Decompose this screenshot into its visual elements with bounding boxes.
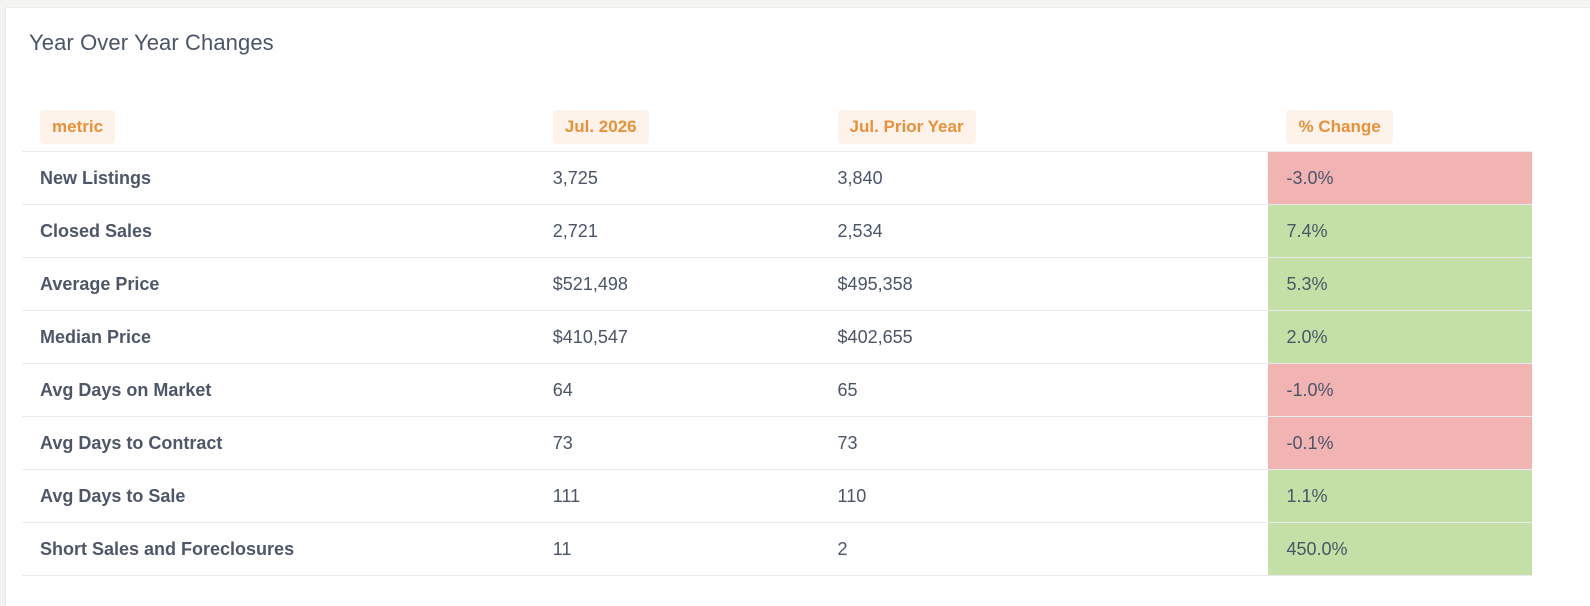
prior-value-cell: 110 xyxy=(837,485,867,506)
header-label-current: Jul. 2026 xyxy=(552,110,649,144)
column-header-prior[interactable]: Jul. Prior Year xyxy=(820,103,1269,152)
metric-cell: Closed Sales xyxy=(40,220,153,241)
prior-value-cell: 65 xyxy=(837,379,858,400)
table-row: Average Price $521,498 $495,358 5.3% xyxy=(22,257,1532,311)
current-value-cell: 2,721 xyxy=(552,220,598,241)
current-value-cell: $521,498 xyxy=(552,273,628,294)
current-value-cell: $410,547 xyxy=(552,326,628,347)
metric-cell: Avg Days to Contract xyxy=(40,432,223,453)
change-cell: 7.4% xyxy=(1268,204,1532,258)
prior-value-cell: 73 xyxy=(837,432,858,453)
change-cell: -1.0% xyxy=(1268,363,1532,417)
metric-cell: Avg Days on Market xyxy=(40,379,212,400)
table-row: Avg Days on Market 64 65 -1.0% xyxy=(22,363,1532,417)
prior-value-cell: 2 xyxy=(837,538,848,559)
prior-value-cell: 3,840 xyxy=(837,167,883,188)
metric-cell: Short Sales and Foreclosures xyxy=(40,538,295,559)
table-row: Median Price $410,547 $402,655 2.0% xyxy=(22,310,1532,364)
column-header-metric[interactable]: metric xyxy=(22,103,535,152)
prior-value-cell: 2,534 xyxy=(837,220,883,241)
prior-value-cell: $402,655 xyxy=(837,326,913,347)
table-header-row: metric Jul. 2026 Jul. Prior Year % Chang… xyxy=(22,103,1532,152)
change-cell: 5.3% xyxy=(1268,257,1532,311)
metric-cell: Median Price xyxy=(40,326,152,347)
year-over-year-panel: Year Over Year Changes metric Jul. 2026 … xyxy=(5,7,1590,606)
current-value-cell: 64 xyxy=(552,379,573,400)
metric-cell: Average Price xyxy=(40,273,160,294)
metric-cell: Avg Days to Sale xyxy=(40,485,186,506)
table-row: Avg Days to Sale 111 110 1.1% xyxy=(22,469,1532,523)
table-row: Short Sales and Foreclosures 11 2 450.0% xyxy=(22,522,1532,576)
prior-value-cell: $495,358 xyxy=(837,273,913,294)
change-cell: -0.1% xyxy=(1268,416,1532,470)
current-value-cell: 11 xyxy=(552,538,572,559)
metric-cell: New Listings xyxy=(40,167,152,188)
table-row: Closed Sales 2,721 2,534 7.4% xyxy=(22,204,1532,258)
change-cell: 2.0% xyxy=(1268,310,1532,364)
current-value-cell: 111 xyxy=(552,485,581,506)
table-row: Avg Days to Contract 73 73 -0.1% xyxy=(22,416,1532,470)
yoy-table-container: metric Jul. 2026 Jul. Prior Year % Chang… xyxy=(22,103,1532,576)
column-header-current[interactable]: Jul. 2026 xyxy=(535,103,820,152)
column-header-change[interactable]: % Change xyxy=(1268,103,1532,152)
change-cell: 1.1% xyxy=(1268,469,1532,523)
table-row: New Listings 3,725 3,840 -3.0% xyxy=(22,151,1532,205)
header-label-prior: Jul. Prior Year xyxy=(837,110,976,144)
panel-title: Year Over Year Changes xyxy=(29,30,274,55)
yoy-table: metric Jul. 2026 Jul. Prior Year % Chang… xyxy=(22,103,1532,576)
header-label-metric: metric xyxy=(40,110,116,144)
current-value-cell: 73 xyxy=(552,432,573,453)
current-value-cell: 3,725 xyxy=(552,167,598,188)
change-cell: -3.0% xyxy=(1268,151,1532,205)
header-label-change: % Change xyxy=(1286,110,1393,144)
change-cell: 450.0% xyxy=(1268,522,1532,576)
